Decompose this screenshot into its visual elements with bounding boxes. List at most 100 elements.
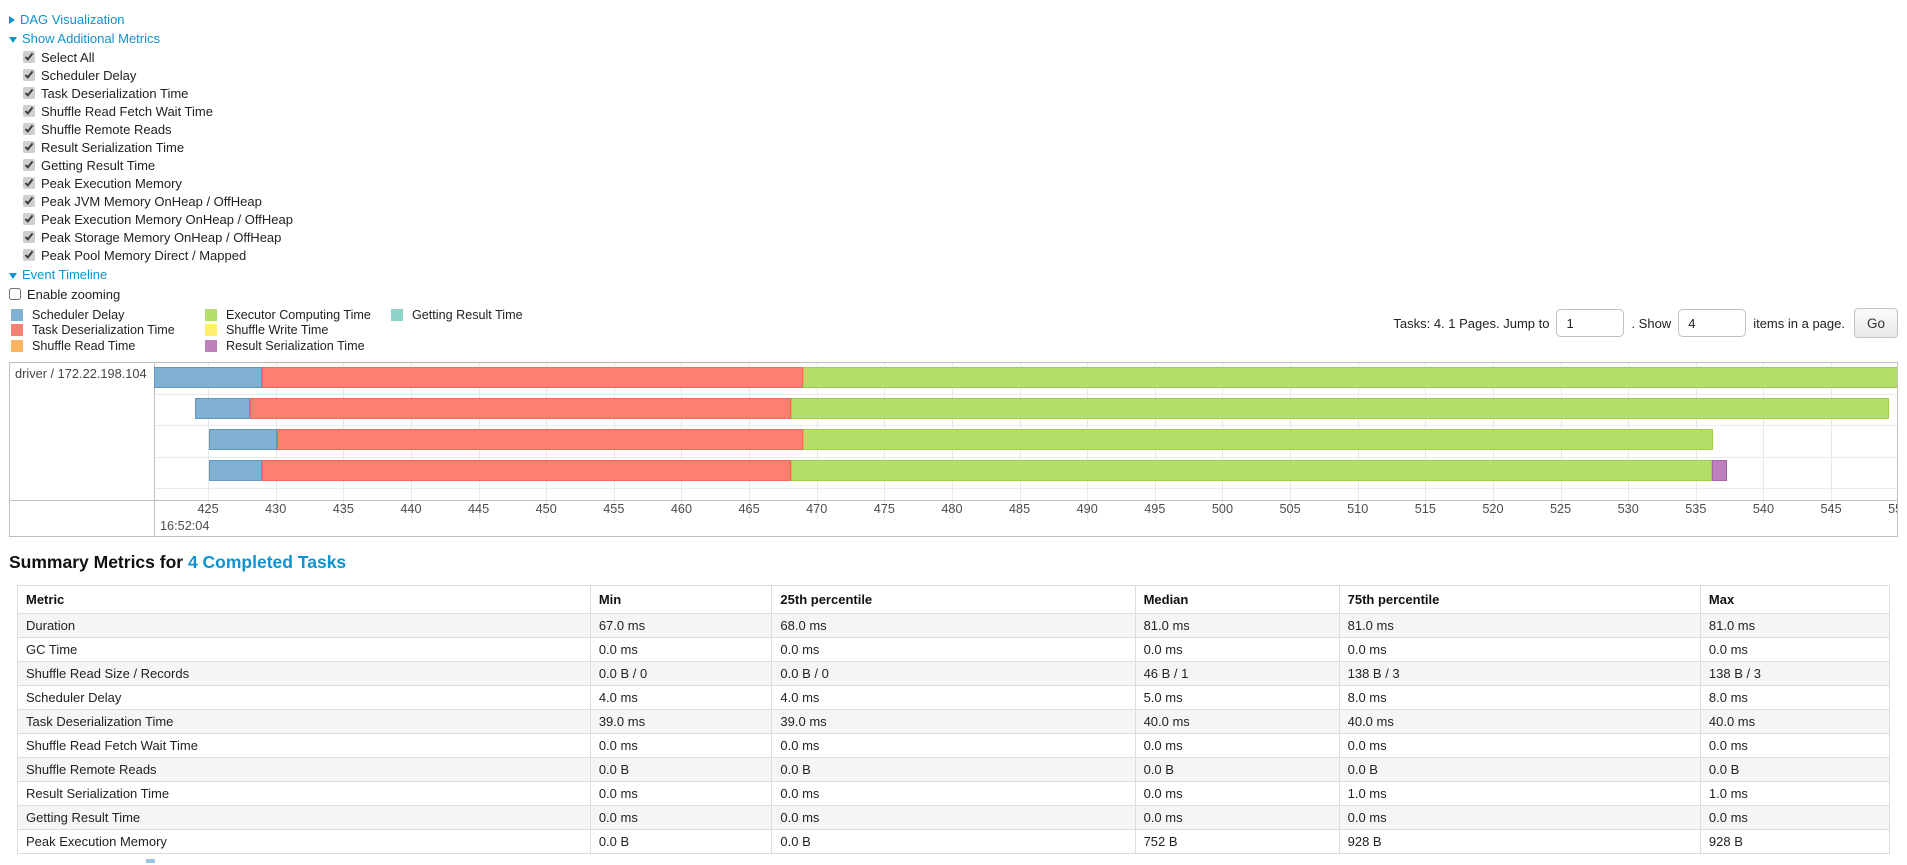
summary-table-cell: Getting Result Time <box>17 805 591 830</box>
metric-checkbox[interactable] <box>23 105 35 117</box>
axis-tick-label: 485 <box>1008 502 1031 516</box>
metric-checkbox[interactable] <box>23 123 35 135</box>
legend-label: Scheduler Delay <box>32 307 125 322</box>
axis-tick-label: 515 <box>1414 502 1436 516</box>
event-timeline-label: Event Timeline <box>22 267 108 282</box>
summary-table-cell: Shuffle Remote Reads <box>17 757 591 782</box>
metric-checkbox[interactable] <box>23 231 35 243</box>
legend-column: Getting Result Time <box>391 307 523 354</box>
metric-checkbox-row: Scheduler Delay <box>9 66 1898 84</box>
executor-computing-segment[interactable] <box>803 429 1714 450</box>
label-column-separator <box>154 363 155 536</box>
axis-tick-label: 500 <box>1211 502 1234 516</box>
axis-tick-label: 520 <box>1482 502 1504 516</box>
summary-table-cell: 0.0 B <box>1699 757 1891 782</box>
result-serialization-segment[interactable] <box>1712 460 1727 481</box>
timeline-task-bar[interactable] <box>209 429 1714 450</box>
timeline-row-separator <box>154 457 1897 458</box>
metric-checkbox[interactable] <box>23 195 35 207</box>
summary-table-cell: 46 B / 1 <box>1134 661 1340 686</box>
pagination-suffix: items in a page. <box>1753 315 1845 331</box>
summary-table-cell: Duration <box>17 613 591 638</box>
metric-checkbox-row: Peak Storage Memory OnHeap / OffHeap <box>9 228 1898 246</box>
metric-checkbox[interactable] <box>23 51 35 63</box>
legend-label: Task Deserialization Time <box>32 323 175 338</box>
metric-checkbox[interactable] <box>23 87 35 99</box>
items-per-page-input[interactable] <box>1678 309 1747 337</box>
summary-table-cell: 928 B <box>1699 829 1891 854</box>
metric-checkbox[interactable] <box>23 177 35 189</box>
scheduler-delay-segment[interactable] <box>154 367 263 388</box>
summary-table-cell: 0.0 ms <box>1134 781 1340 806</box>
summary-column-header: Max <box>1699 585 1891 614</box>
task-deserialization-segment[interactable] <box>262 460 791 481</box>
event-timeline-toggle[interactable]: Event Timeline <box>9 267 107 282</box>
summary-table-cell: 1.0 ms <box>1699 781 1891 806</box>
enable-zooming-checkbox[interactable] <box>9 288 21 300</box>
summary-table-cell: 0.0 ms <box>1134 733 1340 758</box>
metric-checkbox[interactable] <box>23 141 35 153</box>
axis-gridline <box>1831 363 1833 519</box>
summary-table-cell: 0.0 B <box>771 757 1136 782</box>
timeline-row-separator <box>154 488 1897 489</box>
executor-computing-segment[interactable] <box>791 460 1713 481</box>
task-deserialization-segment[interactable] <box>262 367 804 388</box>
summary-table-cell: 4.0 ms <box>771 685 1136 710</box>
summary-table-cell: Shuffle Read Size / Records <box>17 661 591 686</box>
summary-table-cell: Scheduler Delay <box>17 685 591 710</box>
scheduler-delay-segment[interactable] <box>209 460 263 481</box>
axis-tick-label: 495 <box>1144 502 1166 516</box>
task-deserialization-segment[interactable] <box>250 398 791 419</box>
summary-table-cell: 8.0 ms <box>1338 685 1701 710</box>
summary-table-cell: 39.0 ms <box>589 709 773 734</box>
metric-checkbox[interactable] <box>23 159 35 171</box>
show-additional-metrics-toggle[interactable]: Show Additional Metrics <box>9 31 160 46</box>
legend-swatch <box>205 324 217 337</box>
axis-tick-label: 445 <box>468 502 490 516</box>
summary-table-cell: 81.0 ms <box>1338 613 1701 638</box>
summary-table-cell: Result Serialization Time <box>17 781 591 806</box>
metric-checkbox-list: Select All Scheduler Delay Task Deserializ… <box>9 48 1898 264</box>
triangle-down-icon <box>9 272 17 279</box>
dag-visualization-toggle[interactable]: DAG Visualization <box>9 12 125 27</box>
summary-column-header: Median <box>1134 585 1340 614</box>
metric-checkbox-row: Result Serialization Time <box>9 138 1898 156</box>
summary-column-header: 25th percentile <box>771 585 1136 614</box>
executor-computing-segment[interactable] <box>791 398 1890 419</box>
axis-tick-label: 450 <box>535 502 557 516</box>
summary-table-row: Result Serialization Time 0.0 ms 0.0 ms 0.0… <box>17 781 1891 806</box>
timeline-task-bar[interactable] <box>154 367 1897 388</box>
go-button[interactable]: Go <box>1853 308 1898 338</box>
summary-table-cell: Peak Execution Memory <box>17 829 591 854</box>
summary-table-cell: 81.0 ms <box>1699 613 1891 638</box>
timeline-row-separator <box>154 425 1897 426</box>
legend-item: Getting Result Time <box>391 307 523 323</box>
axis-top-border <box>10 500 1897 501</box>
summary-metrics-table: Metric Min 25th percentile Median 75th perce… <box>17 585 1891 854</box>
summary-table-cell: 5.0 ms <box>1134 685 1340 710</box>
timeline-task-bar[interactable] <box>209 460 1727 481</box>
metric-checkbox[interactable] <box>23 249 35 261</box>
axis-tick-label: 430 <box>265 502 287 516</box>
axis-tick-label: 470 <box>806 502 828 516</box>
scheduler-delay-segment[interactable] <box>194 398 250 419</box>
summary-table-cell: 0.0 ms <box>1338 733 1701 758</box>
task-pagination: Tasks: 4. 1 Pages. Jump to . Show items … <box>1393 307 1898 338</box>
jump-to-page-input[interactable] <box>1556 309 1625 337</box>
summary-table-cell: 40.0 ms <box>1699 709 1891 734</box>
axis-tick-label: 440 <box>400 502 422 516</box>
metric-checkbox[interactable] <box>23 69 35 81</box>
axis-tick-label: 525 <box>1549 502 1572 516</box>
scheduler-delay-segment[interactable] <box>209 429 278 450</box>
metric-checkbox[interactable] <box>23 213 35 225</box>
metric-checkbox-row: Peak Execution Memory OnHeap / OffHeap <box>9 210 1898 228</box>
summary-table-row: Duration 67.0 ms 68.0 ms 81.0 ms 81.0 ms 81.0… <box>17 613 1891 638</box>
legend-swatch <box>11 308 23 321</box>
metric-checkbox-label: Peak Execution Memory OnHeap / OffHeap <box>41 211 293 227</box>
completed-tasks-link[interactable]: 4 Completed Tasks <box>187 552 347 572</box>
summary-table-cell: 40.0 ms <box>1338 709 1701 734</box>
task-deserialization-segment[interactable] <box>277 429 804 450</box>
metric-checkbox-row: Shuffle Read Fetch Wait Time <box>9 102 1898 120</box>
executor-computing-segment[interactable] <box>803 367 1897 388</box>
timeline-task-bar[interactable] <box>194 398 1890 419</box>
